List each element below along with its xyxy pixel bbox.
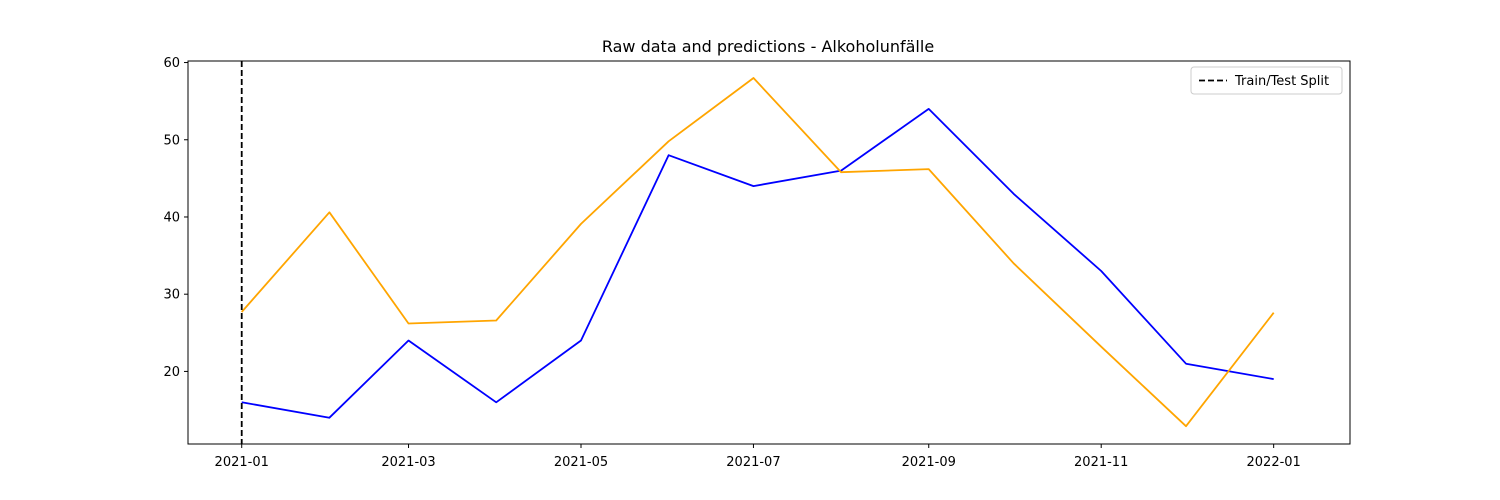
x-tick-label: 2021-03 — [381, 455, 435, 470]
legend-split-label: Train/Test Split — [1234, 74, 1329, 89]
x-tick-label: 2021-11 — [1074, 455, 1128, 470]
y-tick-label: 40 — [163, 210, 180, 225]
chart-title: Raw data and predictions - Alkoholunfäll… — [602, 37, 934, 56]
y-tick-label: 60 — [163, 56, 180, 71]
series-line-1 — [241, 108, 1274, 419]
legend-box — [1190, 66, 1343, 95]
x-tick-label: 2021-09 — [902, 455, 956, 470]
axes-frame — [187, 60, 1351, 445]
x-tick-label: 2022-01 — [1247, 455, 1301, 470]
x-tick-label: 2021-05 — [554, 455, 608, 470]
y-tick-label: 20 — [163, 365, 180, 380]
plot-area: 20 30 40 50 60 2021-01 2021-03 2021-05 2021-07 20… — [163, 56, 1351, 470]
x-tick-label: 2021-07 — [726, 455, 780, 470]
series-line-2 — [241, 77, 1275, 428]
y-tick-label: 50 — [163, 133, 180, 148]
y-tick-label: 30 — [163, 288, 180, 303]
x-tick-label: 2021-01 — [215, 455, 269, 470]
